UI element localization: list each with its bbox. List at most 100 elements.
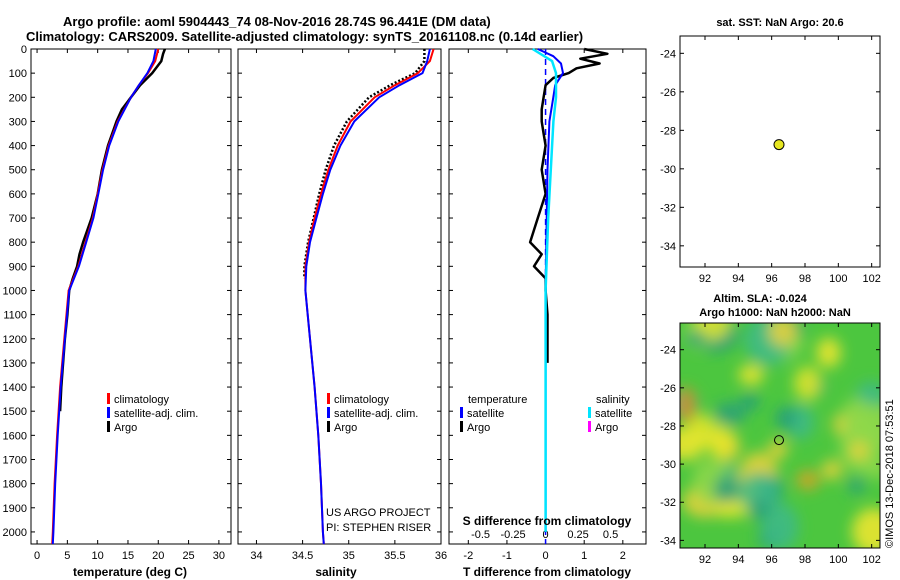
difference-profiles <box>528 47 609 544</box>
depth-tick-label: 1900 <box>3 503 27 515</box>
s-tick-label: 0.25 <box>567 529 588 541</box>
legend-swatch-t-argo <box>460 421 463 432</box>
legend-label-t-satellite: satellite <box>467 408 504 420</box>
sla-blob <box>680 387 696 423</box>
legend-swatch-climatology <box>107 393 110 404</box>
temperature-axis: 0 5 10 15 20 25 30 <box>34 49 225 562</box>
salinity-axis-label: salinity <box>315 565 357 579</box>
depth-tick-label: 1300 <box>3 358 27 370</box>
depth-tick-label: 200 <box>9 92 27 104</box>
x-tick-label: 34 <box>250 550 262 562</box>
x-tick-label: 30 <box>213 550 225 562</box>
sla-blob <box>741 394 760 410</box>
sla-blob <box>713 401 747 426</box>
credit-pi: PI: STEPHEN RISER <box>326 522 431 534</box>
sla-blob <box>707 425 733 459</box>
depth-tick-label: 1800 <box>3 479 27 491</box>
salinity-axis: 34 34.5 35 35.5 36 <box>250 49 447 562</box>
sla-blob <box>761 502 799 548</box>
sla-map-title-line-2: Argo h1000: NaN h2000: NaN <box>699 307 851 319</box>
map-y-tick-label: -34 <box>660 241 676 253</box>
legend-swatch-satellite <box>107 407 110 418</box>
legend-swatch-argo <box>327 421 330 432</box>
salinity-legend: climatology satellite-adj. clim. Argo <box>327 393 418 434</box>
depth-tick-label: 1700 <box>3 454 27 466</box>
difference-plot-frame <box>448 48 647 545</box>
legend-swatch-t-satellite <box>460 407 463 418</box>
salinity-panel: 34 34.5 35 35.5 36 climatology satellite-adj… <box>237 48 447 579</box>
sla-blob <box>794 366 822 401</box>
legend-label-t-argo: Argo <box>467 422 490 434</box>
difference-panel: -2 -1 0 1 2 -0.5 -0.25 0 0.25 0.5 temperature sa… <box>448 47 647 579</box>
legend-label-climatology: climatology <box>114 394 170 406</box>
title-line-1: Argo profile: aoml 5904443_74 08-Nov-201… <box>63 14 491 29</box>
sla-blob <box>847 476 866 495</box>
depth-tick-label: 100 <box>9 68 27 80</box>
x-tick-label: 25 <box>182 550 194 562</box>
sla-map-title-line-1: Altim. SLA: -0.024 <box>713 293 807 305</box>
depth-tick-label: 900 <box>9 261 27 273</box>
sla-map-panel: Altim. SLA: -0.024 Argo h1000: NaN h2000… <box>660 293 881 566</box>
legend-label-satellite: satellite-adj. clim. <box>114 408 198 420</box>
series-argo <box>303 49 426 279</box>
sla-blob <box>816 337 841 368</box>
series-satellite-adj-clim- <box>304 48 431 545</box>
map-x-tick-label: 94 <box>732 554 744 566</box>
map-x-tick-label: 92 <box>699 554 711 566</box>
legend-swatch-s-argo <box>588 421 591 432</box>
legend-label-s-argo: Argo <box>595 422 618 434</box>
legend-title-salinity: salinity <box>596 394 630 406</box>
sla-map-axes: 92 94 96 98 100 102 -24 -26 -28 -30 -32 -34 <box>660 323 881 566</box>
sst-map-title: sat. SST: NaN Argo: 20.6 <box>716 17 843 29</box>
map-y-tick-label: -28 <box>660 421 676 433</box>
depth-tick-label: 1600 <box>3 430 27 442</box>
sla-blob <box>713 475 740 504</box>
map-y-tick-label: -32 <box>660 202 676 214</box>
map-y-tick-label: -28 <box>660 125 676 137</box>
x-tick-label: 35.5 <box>384 550 405 562</box>
map-x-tick-label: 92 <box>699 273 711 285</box>
map-x-tick-label: 98 <box>799 273 811 285</box>
temperature-profiles <box>51 48 167 545</box>
legend-swatch-climatology <box>327 393 330 404</box>
x-tick-label: 1 <box>581 550 587 562</box>
map-x-tick-label: 102 <box>862 273 880 285</box>
sla-blob <box>851 507 880 548</box>
sla-blob <box>748 499 770 521</box>
sla-blob <box>737 472 779 512</box>
salinity-plot-frame <box>237 48 442 545</box>
map-x-tick-label: 98 <box>799 554 811 566</box>
salinity-difference-axis-label: S difference from climatology <box>463 514 632 528</box>
sla-blob <box>849 441 869 461</box>
series-climatology <box>304 48 435 545</box>
depth-tick-label: 500 <box>9 165 27 177</box>
map-y-tick-label: -34 <box>660 535 676 547</box>
x-tick-label: 20 <box>152 550 164 562</box>
credit-project: US ARGO PROJECT <box>326 507 431 519</box>
map-x-tick-label: 96 <box>766 554 778 566</box>
x-tick-label: -2 <box>463 550 473 562</box>
sst-map-panel: sat. SST: NaN Argo: 20.6 92 94 96 98 100 102 -… <box>660 17 881 285</box>
sla-map-frame <box>679 322 881 549</box>
series-argo <box>58 48 167 412</box>
depth-tick-label: 1000 <box>3 285 27 297</box>
depth-tick-label: 800 <box>9 237 27 249</box>
depth-tick-label: 600 <box>9 189 27 201</box>
x-tick-label: 10 <box>92 550 104 562</box>
x-tick-label: -1 <box>502 550 512 562</box>
title-line-2: Climatology: CARS2009. Satellite-adjuste… <box>26 29 583 44</box>
argo-float-marker-sla[interactable] <box>774 435 784 446</box>
depth-tick-label: 1500 <box>3 406 27 418</box>
legend-title-temperature: temperature <box>468 394 527 406</box>
legend-label-climatology: climatology <box>334 394 390 406</box>
argo-float-marker[interactable] <box>773 139 785 151</box>
legend-swatch-satellite <box>327 407 330 418</box>
depth-tick-label: 300 <box>9 116 27 128</box>
map-y-tick-label: -26 <box>660 383 676 395</box>
s-tick-label: -0.25 <box>501 529 526 541</box>
x-tick-label: 15 <box>122 550 134 562</box>
sla-blob <box>796 470 820 490</box>
map-y-tick-label: -24 <box>660 345 676 357</box>
depth-tick-label: 1200 <box>3 334 27 346</box>
